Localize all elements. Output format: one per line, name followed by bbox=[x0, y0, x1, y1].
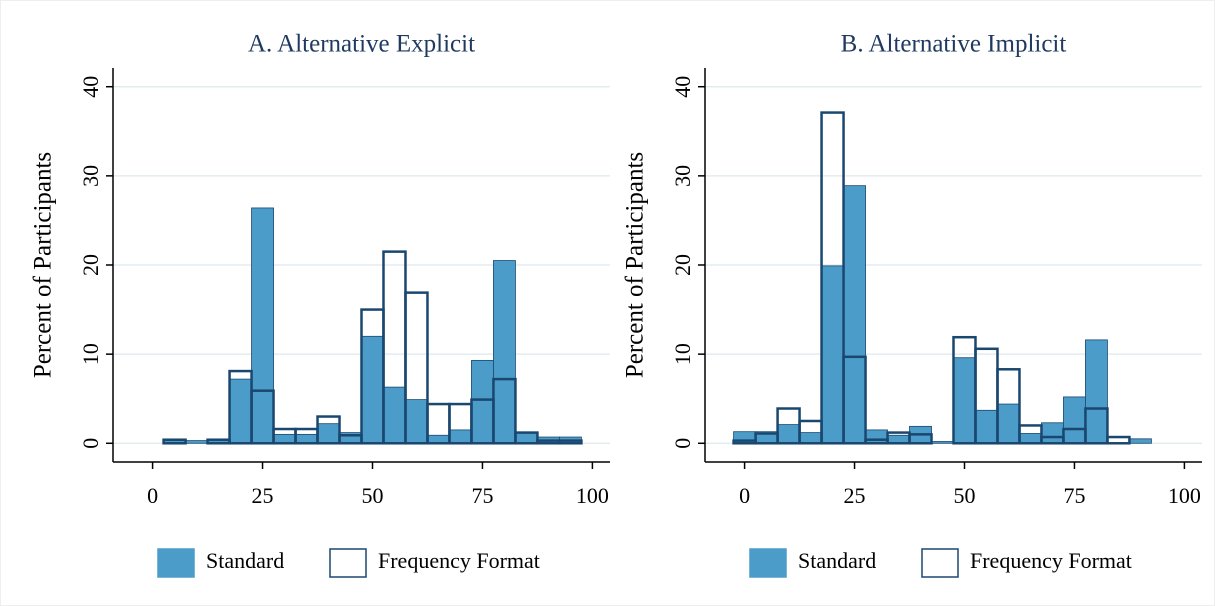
legend-swatch bbox=[921, 548, 959, 578]
bar bbox=[251, 207, 274, 444]
bar bbox=[162, 438, 187, 445]
y-tick-label: 10 bbox=[670, 343, 695, 365]
x-tick-label: 75 bbox=[1063, 483, 1085, 508]
y-tick-label: 40 bbox=[78, 76, 103, 98]
x-tick-label: 25 bbox=[252, 483, 274, 508]
bar bbox=[514, 431, 539, 445]
y-tick-label: 20 bbox=[78, 254, 103, 276]
legend-swatch bbox=[157, 548, 195, 578]
bar bbox=[316, 415, 341, 445]
bar bbox=[931, 441, 954, 444]
bar bbox=[558, 439, 583, 445]
x-tick-label: 50 bbox=[953, 483, 975, 508]
y-tick-label: 30 bbox=[670, 165, 695, 187]
x-tick-label: 50 bbox=[361, 483, 383, 508]
bar bbox=[953, 357, 976, 444]
bar bbox=[865, 429, 888, 444]
y-axis-label: Percent of Participants bbox=[30, 152, 57, 378]
bar bbox=[273, 433, 296, 444]
y-tick-label: 40 bbox=[670, 76, 695, 98]
legend-label: Frequency Format bbox=[378, 548, 540, 573]
bar bbox=[1084, 407, 1109, 445]
bar bbox=[908, 433, 933, 445]
legend-label: Frequency Format bbox=[970, 548, 1132, 573]
bar bbox=[1019, 433, 1042, 444]
x-tick-label: 100 bbox=[576, 483, 609, 508]
bar bbox=[493, 260, 516, 444]
bar bbox=[317, 423, 340, 444]
x-tick-label: 100 bbox=[1168, 483, 1201, 508]
bar bbox=[1063, 396, 1086, 444]
bar bbox=[492, 377, 517, 445]
y-tick-label: 0 bbox=[78, 438, 103, 449]
x-tick-label: 75 bbox=[471, 483, 493, 508]
bar bbox=[799, 432, 822, 444]
bar bbox=[471, 359, 494, 444]
bar bbox=[997, 403, 1020, 444]
legend-label: Standard bbox=[798, 548, 876, 573]
chart-title: A. Alternative Explicit bbox=[248, 31, 475, 58]
y-tick-label: 30 bbox=[78, 165, 103, 187]
bar bbox=[185, 440, 208, 444]
legend-swatch bbox=[749, 548, 787, 578]
bar bbox=[250, 389, 275, 445]
bar bbox=[361, 335, 384, 444]
bar bbox=[842, 355, 867, 445]
bar bbox=[777, 424, 800, 444]
bar bbox=[843, 185, 866, 444]
y-tick-label: 0 bbox=[670, 438, 695, 449]
bar bbox=[405, 399, 428, 444]
bar bbox=[449, 429, 472, 444]
bar bbox=[229, 378, 252, 444]
y-tick-label: 10 bbox=[78, 343, 103, 365]
bar bbox=[821, 265, 844, 444]
y-tick-label: 20 bbox=[670, 254, 695, 276]
bar bbox=[975, 409, 998, 444]
bar bbox=[1018, 424, 1043, 445]
y-axis-label: Percent of Participants bbox=[622, 152, 649, 378]
bar bbox=[515, 432, 538, 444]
bar bbox=[1041, 422, 1064, 444]
x-tick-label: 0 bbox=[147, 483, 158, 508]
bar bbox=[383, 386, 406, 444]
bar bbox=[1085, 339, 1108, 444]
x-tick-label: 0 bbox=[739, 483, 750, 508]
bar bbox=[996, 368, 1021, 445]
bar bbox=[1129, 438, 1152, 444]
x-tick-label: 25 bbox=[844, 483, 866, 508]
bar bbox=[1106, 435, 1131, 445]
legend-label: Standard bbox=[206, 548, 284, 573]
bar bbox=[295, 433, 318, 444]
bar bbox=[404, 291, 429, 445]
chart-title: B. Alternative Implicit bbox=[841, 31, 1067, 58]
legend-swatch bbox=[329, 548, 367, 578]
bar bbox=[820, 111, 845, 445]
